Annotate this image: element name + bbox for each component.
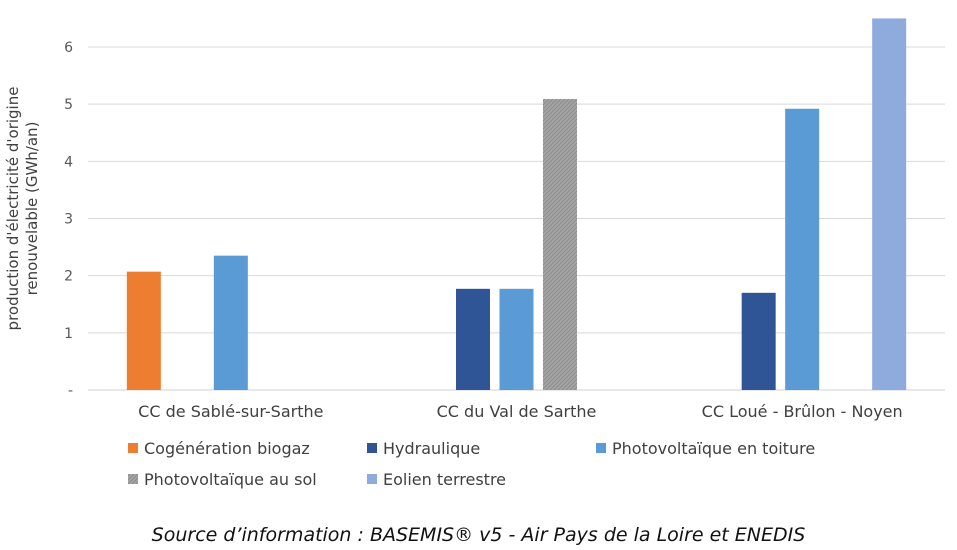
x-axis: CC de Sablé-sur-Sarthe CC du Val de Sarth… <box>138 402 902 421</box>
bar <box>741 292 776 390</box>
legend-swatch <box>128 443 138 453</box>
legend-label: Cogénération biogaz <box>144 439 310 458</box>
y-tick-label: 5 <box>64 97 73 113</box>
y-axis-title: production d'électricité d'origine renouv… <box>4 87 41 331</box>
bar <box>785 108 820 391</box>
bar <box>872 18 907 391</box>
bars <box>126 18 907 391</box>
x-category-label: CC de Sablé-sur-Sarthe <box>138 402 323 421</box>
y-tick-label: 4 <box>64 154 73 170</box>
legend-swatch <box>596 443 606 453</box>
legend-label: Eolien terrestre <box>383 470 506 489</box>
legend-swatch <box>367 443 377 453</box>
x-category-label: CC du Val de Sarthe <box>437 402 597 421</box>
bar <box>456 288 490 390</box>
legend: Cogénération biogaz Hydraulique Photovolta… <box>128 439 815 489</box>
y-axis-ticks: - 1 2 3 4 5 6 <box>64 40 73 399</box>
y-tick-label: 2 <box>64 269 73 285</box>
source-caption: Source d’information : BASEMIS® v5 - Air… <box>151 524 806 546</box>
y-tick-label: 3 <box>64 212 73 228</box>
y-axis-label: production d'électricité d'origine <box>4 87 22 331</box>
x-category-label: CC Loué - Brûlon - Noyen <box>702 402 903 421</box>
y-axis-label: renouvelable (GWh/an) <box>23 122 41 296</box>
legend-swatch <box>128 474 138 484</box>
y-tick-label: 1 <box>64 326 73 342</box>
bar <box>499 288 534 390</box>
bar <box>126 271 161 390</box>
legend-label: Hydraulique <box>383 439 480 458</box>
legend-label: Photovoltaïque au sol <box>144 470 317 489</box>
y-tick-label: 6 <box>64 40 73 56</box>
y-tick-label: - <box>68 383 73 399</box>
legend-label: Photovoltaïque en toiture <box>612 439 815 458</box>
bar <box>543 99 577 390</box>
legend-swatch <box>367 474 377 484</box>
bar <box>213 255 248 390</box>
